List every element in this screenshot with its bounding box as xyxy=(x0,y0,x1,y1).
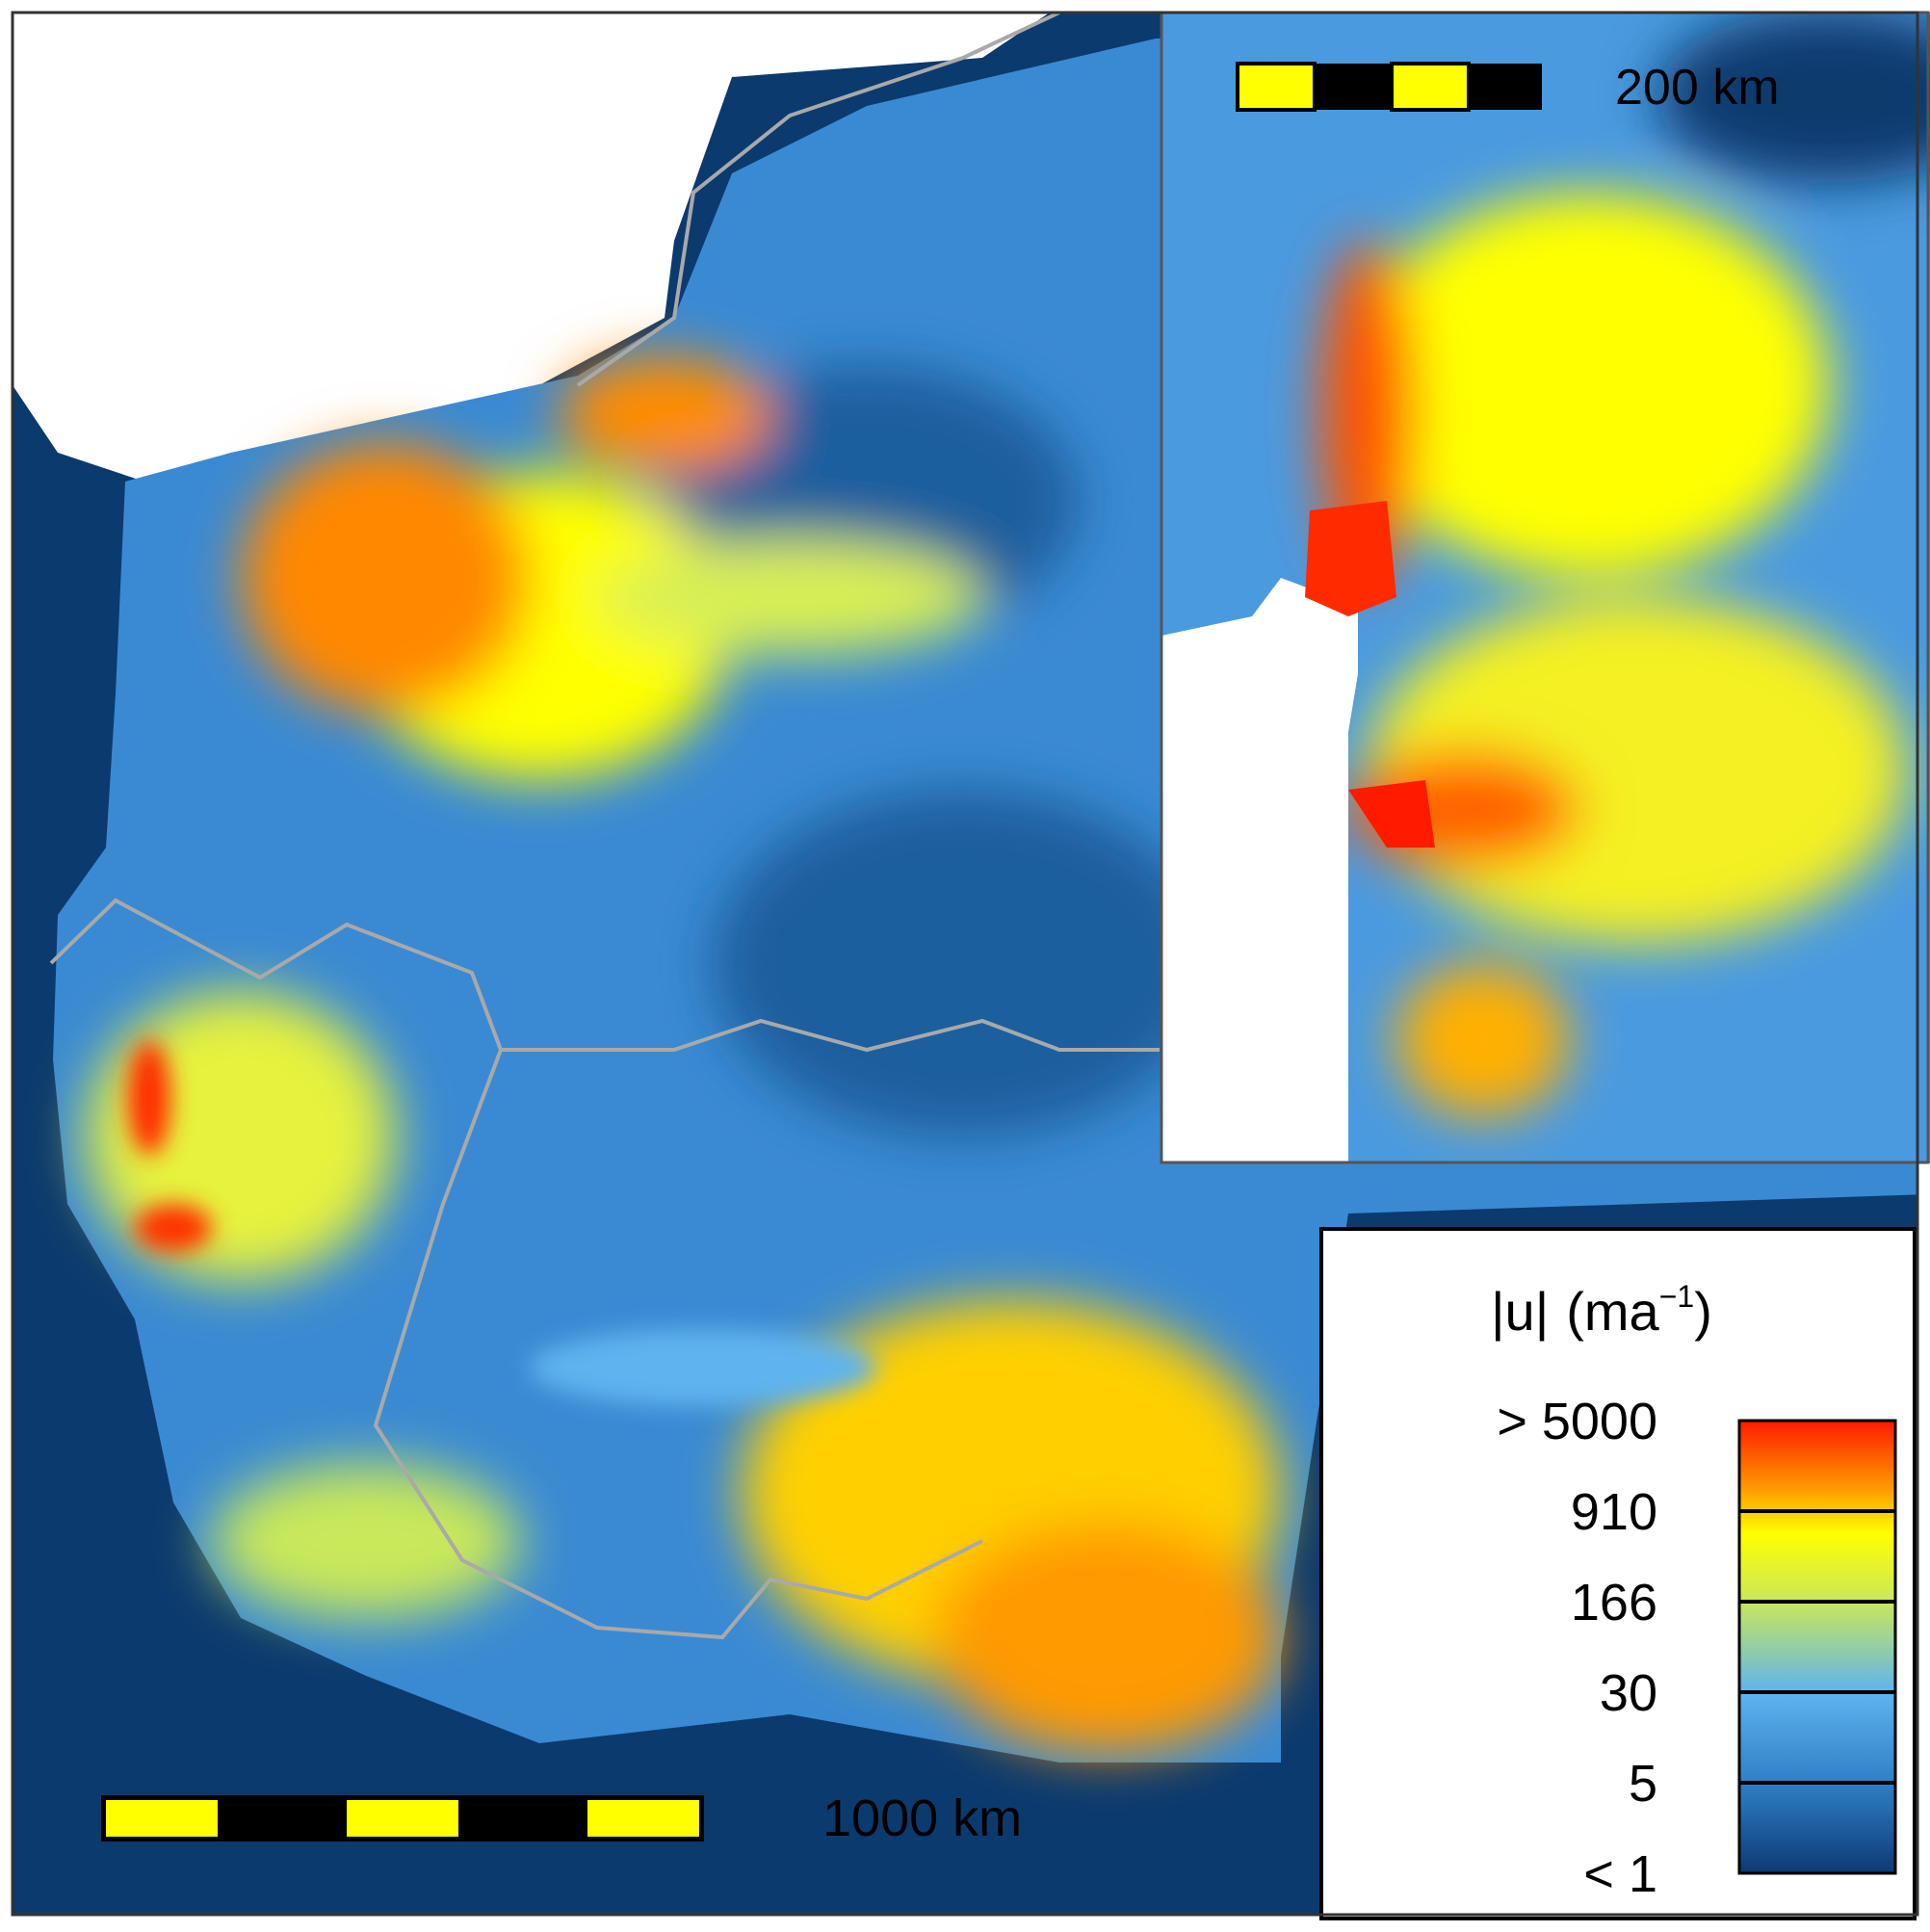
scale-segment xyxy=(1315,64,1392,110)
inset-fast-flow xyxy=(1305,501,1396,616)
inset-unmapped-area xyxy=(1161,578,1358,1162)
scale-label: 200 km xyxy=(1615,60,1780,116)
legend-unit-close: ) xyxy=(1694,1281,1712,1342)
legend: |u| (ma−1) > 5000 910 166 30 5 < 1 xyxy=(1321,1229,1915,1919)
scale-label: 1000 km xyxy=(822,1789,1022,1847)
legend-label: > 5000 xyxy=(1497,1393,1657,1450)
legend-label: 30 xyxy=(1600,1664,1657,1722)
inset-scale-bar: 200 km xyxy=(1238,60,1780,116)
legend-label: 910 xyxy=(1571,1483,1657,1541)
colorbar xyxy=(1739,1421,1895,1873)
legend-unit-exponent: −1 xyxy=(1659,1279,1694,1314)
main-scale-bar: 1000 km xyxy=(101,1789,1022,1847)
scale-segment xyxy=(1238,64,1315,110)
legend-label: 5 xyxy=(1629,1755,1657,1813)
legend-label: 166 xyxy=(1571,1574,1657,1632)
page: 200 km 1000 km |u| (ma−1) > 5000 910 166 30 5… xyxy=(0,0,1930,1927)
scale-segment xyxy=(1469,64,1542,110)
scale-segment xyxy=(347,1800,458,1837)
inset-map xyxy=(1161,10,1930,1162)
legend-label: < 1 xyxy=(1583,1845,1657,1903)
legend-symbol: |u| xyxy=(1491,1281,1549,1342)
legend-unit: (ma xyxy=(1566,1281,1659,1342)
scale-segment xyxy=(1392,64,1469,110)
scale-segment xyxy=(587,1800,699,1837)
map-figure: 200 km 1000 km |u| (ma−1) > 5000 910 166 30 5… xyxy=(0,0,1930,1927)
scale-segment xyxy=(106,1800,218,1837)
